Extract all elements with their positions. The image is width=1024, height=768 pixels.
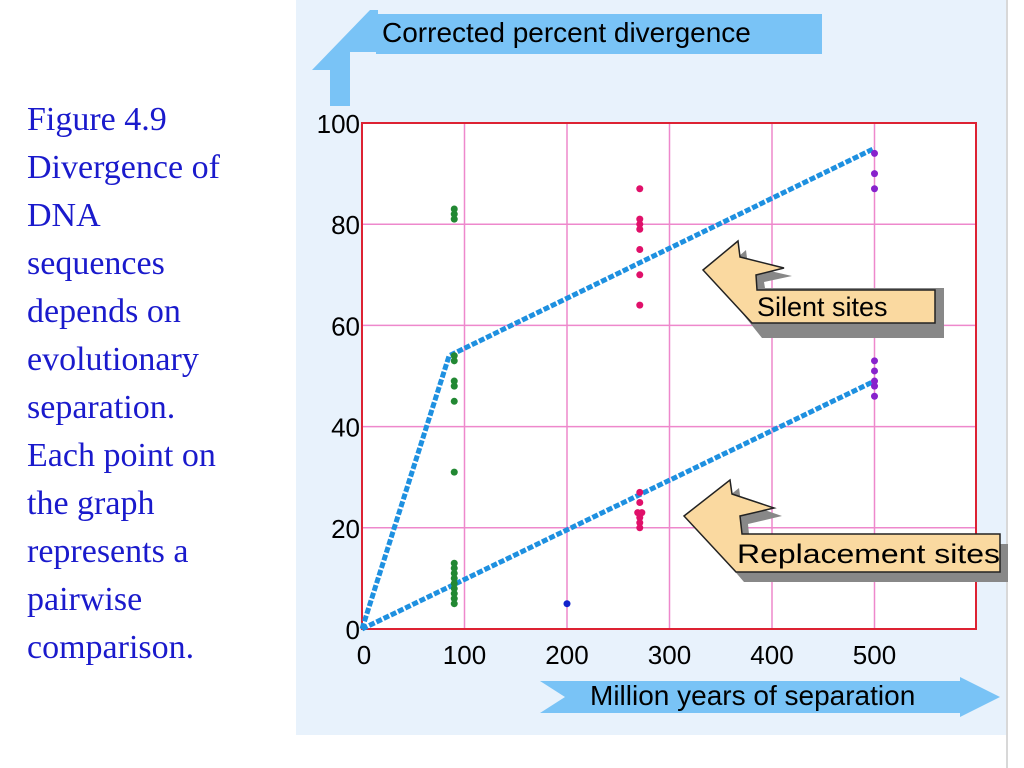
caption-line: DNA <box>27 197 101 234</box>
silent-sites-callout: Silent sites <box>701 239 944 338</box>
divider <box>1006 0 1008 768</box>
x-tick-label: 400 <box>750 640 793 670</box>
data-point <box>636 271 644 279</box>
ylabel-bg <box>376 14 822 54</box>
silent-callout-shape <box>701 239 936 324</box>
data-point <box>636 215 644 223</box>
data-point <box>636 185 644 193</box>
data-point <box>450 559 458 567</box>
y-tick-labels: 0 20 40 60 80 100 <box>317 109 360 645</box>
data-point <box>450 205 458 213</box>
data-point <box>450 352 458 360</box>
caption-line: Each point on <box>27 437 216 474</box>
x-tick-label: 300 <box>648 640 691 670</box>
data-point <box>871 392 878 400</box>
data-point <box>636 246 644 253</box>
data-point <box>636 225 644 233</box>
caption-line: the graph <box>27 485 155 522</box>
data-point <box>871 149 878 157</box>
y-tick-label: 40 <box>331 413 360 443</box>
replacement-sites-label: Replacement sites <box>737 539 1000 569</box>
data-point <box>450 377 458 385</box>
data-point <box>636 220 644 228</box>
data-point <box>450 585 458 593</box>
data-point <box>636 488 644 496</box>
y-tick-label: 20 <box>331 514 360 544</box>
caption-line: pairwise <box>27 581 143 618</box>
figure-caption: Figure 4.9 Divergence of DNA sequences depen… <box>27 96 287 672</box>
data-point <box>871 367 878 375</box>
caption-line: sequences <box>27 245 165 282</box>
caption-line: comparison. <box>27 629 195 666</box>
data-point <box>450 468 458 476</box>
data-point <box>450 574 458 582</box>
data-point <box>871 185 878 193</box>
data-point <box>563 600 571 608</box>
data-point <box>450 382 458 390</box>
x-tick-label: 0 <box>357 640 371 670</box>
data-point <box>636 514 644 522</box>
data-point <box>450 210 458 218</box>
caption-line: Divergence of <box>27 149 220 186</box>
data-point <box>450 600 458 608</box>
data-point <box>450 215 458 223</box>
data-point <box>450 590 458 598</box>
x-tick-label: 500 <box>853 640 896 670</box>
data-point <box>871 377 878 385</box>
data-point <box>450 564 458 572</box>
trend-line <box>359 146 876 630</box>
x-tick-labels: 0 100 200 300 400 500 <box>357 640 896 670</box>
trend-lines <box>359 146 876 632</box>
replacement-sites-callout: Replacement sites <box>682 478 1008 582</box>
data-point <box>636 524 644 532</box>
y-tick-label: 60 <box>331 311 360 341</box>
x-tick-label: 100 <box>443 640 486 670</box>
data-point <box>450 357 458 365</box>
data-point <box>871 382 878 390</box>
y-tick-label: 100 <box>317 109 360 139</box>
ylabel-arrow <box>312 10 378 106</box>
data-points <box>450 149 878 608</box>
data-point <box>871 170 878 178</box>
data-point <box>450 595 458 603</box>
data-point <box>450 397 458 405</box>
caption-line: evolutionary <box>27 341 199 378</box>
data-point <box>450 569 458 577</box>
data-point <box>636 499 644 506</box>
data-point <box>636 519 644 527</box>
plot-frame <box>361 122 977 630</box>
trend-line <box>360 378 876 632</box>
caption-line: Figure 4.9 <box>27 101 167 138</box>
caption-line: represents a <box>27 533 189 570</box>
data-point <box>636 301 644 309</box>
caption-line: depends on <box>27 293 181 330</box>
x-axis-label: Million years of separation <box>590 680 915 711</box>
data-point <box>450 579 458 587</box>
data-point <box>871 357 878 365</box>
gridlines <box>362 123 976 629</box>
y-tick-label: 80 <box>331 210 360 240</box>
replacement-callout-shape <box>682 478 1001 573</box>
x-tick-label: 200 <box>545 640 588 670</box>
xlabel-arrow <box>540 677 1000 717</box>
y-axis-label: Corrected percent divergence <box>382 17 751 48</box>
caption-line: separation. <box>27 389 176 426</box>
y-tick-label: 0 <box>346 615 360 645</box>
silent-sites-label: Silent sites <box>757 292 888 322</box>
